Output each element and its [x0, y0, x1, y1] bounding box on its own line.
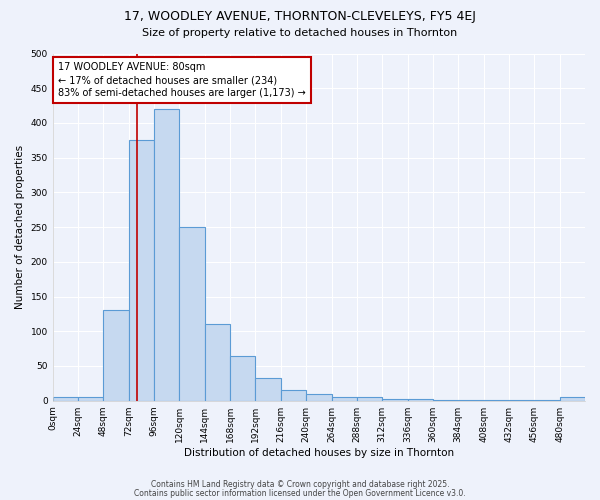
Bar — [179, 227, 205, 400]
Bar — [332, 396, 357, 400]
Text: 17, WOODLEY AVENUE, THORNTON-CLEVELEYS, FY5 4EJ: 17, WOODLEY AVENUE, THORNTON-CLEVELEYS, … — [124, 10, 476, 23]
Bar — [78, 397, 103, 400]
Text: Size of property relative to detached houses in Thornton: Size of property relative to detached ho… — [142, 28, 458, 38]
Bar — [205, 324, 230, 400]
Bar — [154, 109, 179, 401]
Text: Contains public sector information licensed under the Open Government Licence v3: Contains public sector information licen… — [134, 488, 466, 498]
Bar — [103, 310, 129, 400]
Y-axis label: Number of detached properties: Number of detached properties — [15, 145, 25, 309]
Bar — [129, 140, 154, 400]
Bar — [53, 397, 78, 400]
Bar — [357, 397, 382, 400]
Bar — [281, 390, 306, 400]
Bar — [256, 378, 281, 400]
Bar — [306, 394, 332, 400]
Bar — [560, 397, 585, 400]
Text: Contains HM Land Registry data © Crown copyright and database right 2025.: Contains HM Land Registry data © Crown c… — [151, 480, 449, 489]
Bar — [230, 356, 256, 401]
X-axis label: Distribution of detached houses by size in Thornton: Distribution of detached houses by size … — [184, 448, 454, 458]
Text: 17 WOODLEY AVENUE: 80sqm
← 17% of detached houses are smaller (234)
83% of semi-: 17 WOODLEY AVENUE: 80sqm ← 17% of detach… — [58, 62, 305, 98]
